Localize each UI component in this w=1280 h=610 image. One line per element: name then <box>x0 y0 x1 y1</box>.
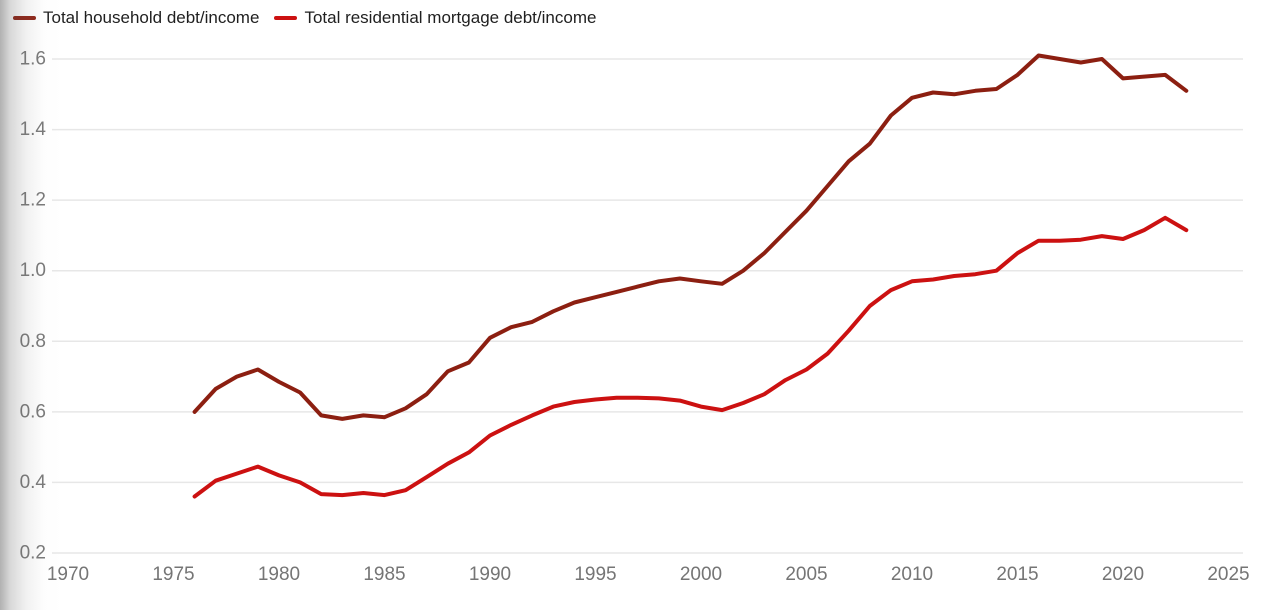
x-tick-label: 1970 <box>47 564 89 585</box>
mortgage-line-swatch-icon <box>274 16 298 20</box>
x-tick-label: 1995 <box>574 564 616 585</box>
x-tick-label: 2015 <box>996 564 1038 585</box>
y-tick-label: 0.2 <box>20 543 46 564</box>
legend-item-mortgage: Total residential mortgage debt/income <box>274 8 596 28</box>
x-tick-label: 1985 <box>363 564 405 585</box>
y-tick-label: 0.4 <box>20 472 47 493</box>
legend-item-household: Total household debt/income <box>13 8 259 28</box>
x-tick-label: 1980 <box>258 564 300 585</box>
x-tick-label: 2020 <box>1102 564 1144 585</box>
x-tick-label: 2000 <box>680 564 722 585</box>
y-tick-label: 1.0 <box>20 260 46 281</box>
x-tick-label: 1990 <box>469 564 511 585</box>
x-tick-label: 2005 <box>785 564 827 585</box>
chart-legend: Total household debt/income Total reside… <box>13 8 596 28</box>
y-tick-label: 0.8 <box>20 331 46 352</box>
legend-label-household: Total household debt/income <box>43 8 260 27</box>
y-tick-label: 1.2 <box>20 190 46 211</box>
y-tick-label: 0.6 <box>20 401 46 422</box>
y-tick-label: 1.6 <box>20 49 46 70</box>
x-tick-label: 2025 <box>1207 564 1249 585</box>
mortgage-line <box>192 215 1189 499</box>
x-tick-label: 2010 <box>891 564 933 585</box>
y-tick-label: 1.4 <box>20 119 47 140</box>
household-line-swatch-icon <box>13 16 36 20</box>
household-line <box>192 53 1189 421</box>
x-tick-label: 1975 <box>152 564 194 585</box>
legend-label-mortgage: Total residential mortgage debt/income <box>304 8 597 27</box>
